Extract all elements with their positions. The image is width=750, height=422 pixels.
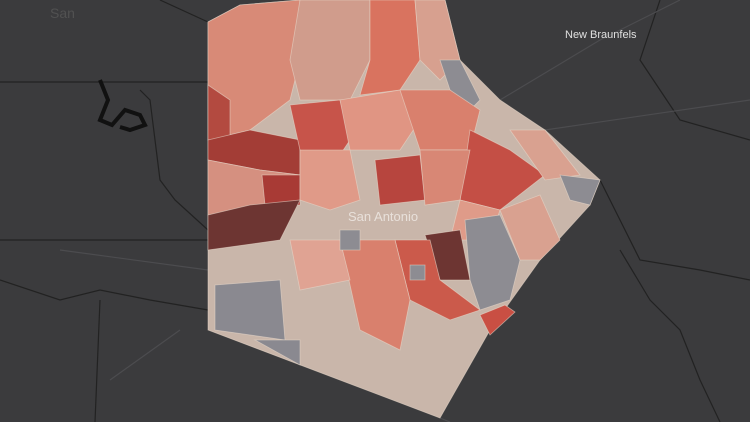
- region: [399, 89, 481, 151]
- region: [289, 239, 351, 291]
- region: [409, 264, 426, 281]
- region: [299, 149, 361, 211]
- region: [253, 339, 301, 366]
- region: [207, 199, 301, 251]
- region: [464, 214, 521, 311]
- region: [339, 239, 411, 351]
- region: [479, 304, 516, 336]
- region: [214, 279, 286, 341]
- faded-label: San: [50, 5, 75, 21]
- county-regions: [207, 0, 601, 419]
- region: [339, 89, 421, 151]
- region: [261, 174, 301, 206]
- city-label: New Braunfels: [565, 29, 637, 41]
- city-label: San Antonio: [348, 209, 418, 224]
- region: [339, 229, 361, 251]
- region: [439, 59, 481, 111]
- region: [374, 154, 426, 206]
- region: [509, 129, 581, 181]
- lake: [97, 79, 148, 133]
- region: [559, 174, 601, 206]
- region: [499, 194, 561, 261]
